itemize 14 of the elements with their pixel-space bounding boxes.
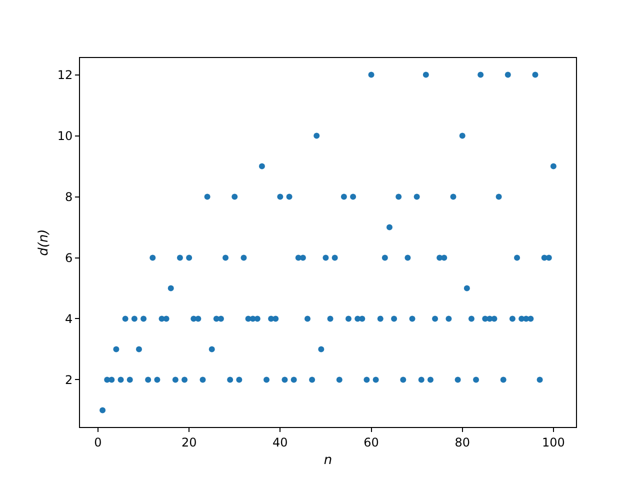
x-tick-label: 80 — [454, 435, 470, 450]
y-axis-title: d(n) — [36, 229, 52, 256]
y-tick-label: 8 — [64, 190, 73, 204]
x-tick-label: 60 — [364, 435, 379, 450]
y-tick-label: 10 — [57, 128, 73, 143]
y-tick-label: 2 — [64, 372, 73, 387]
y-tick-label: 12 — [57, 68, 73, 82]
y-tick-label: 4 — [64, 312, 73, 326]
x-axis-title: n — [324, 453, 332, 468]
y-tick-label: 6 — [64, 250, 73, 265]
x-tick-label: 40 — [272, 435, 288, 450]
x-tick-label: 100 — [542, 435, 565, 450]
x-tick-label: 0 — [94, 435, 102, 450]
x-tick-label: 20 — [181, 435, 197, 450]
